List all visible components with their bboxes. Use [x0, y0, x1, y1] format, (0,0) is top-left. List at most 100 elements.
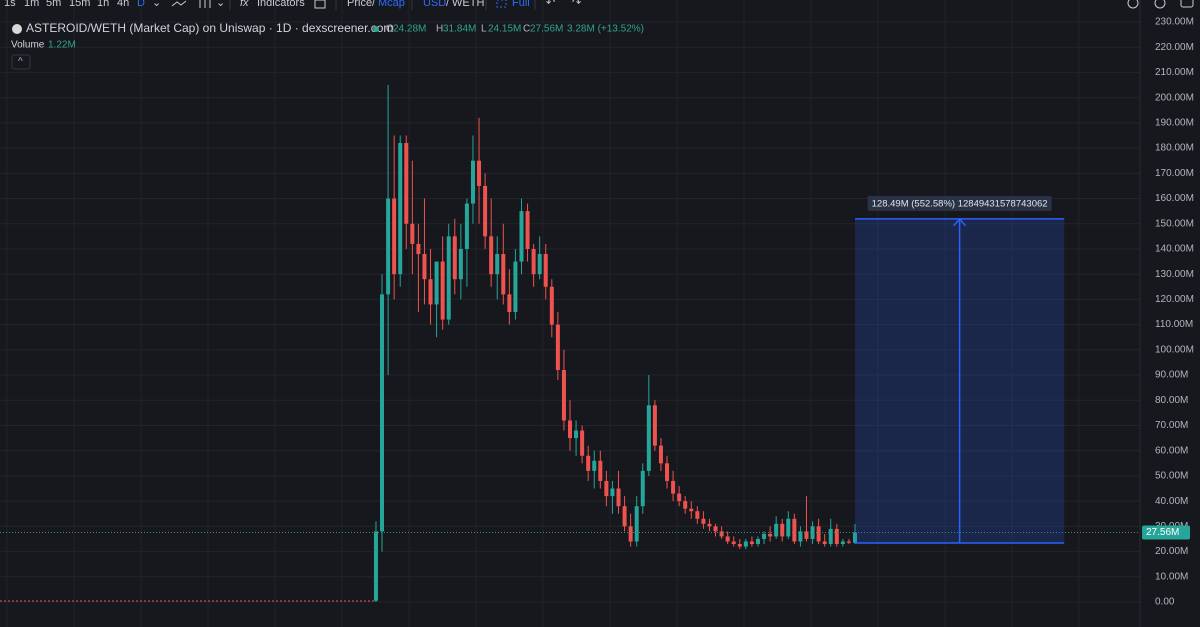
legend: ASTEROID/WETH (Market Cap) on Uniswap · …: [11, 21, 644, 70]
redo-button[interactable]: ↷: [572, 0, 581, 9]
candle-body: [398, 143, 403, 275]
candle-body: [592, 460, 597, 471]
mcap-toggle[interactable]: Mcap: [378, 0, 405, 9]
weth-toggle[interactable]: WETH: [452, 0, 484, 9]
y-tick-label: 180.00M: [1155, 143, 1194, 154]
candle-body: [822, 541, 827, 544]
interval[interactable]: 15m: [69, 0, 90, 9]
candle-body: [774, 523, 779, 537]
usd-toggle[interactable]: USD: [423, 0, 446, 9]
candle-body: [683, 501, 688, 509]
y-tick-label: 100.00M: [1155, 344, 1194, 355]
price-axis: 0.0010.00M20.00M30.00M40.00M50.00M60.00M…: [1142, 17, 1194, 608]
candle-body: [768, 533, 773, 537]
candle-body: [671, 480, 676, 494]
candle-body: [495, 254, 500, 275]
search-icon[interactable]: [1127, 0, 1139, 9]
candle-body: [561, 370, 566, 421]
candle-body: [786, 518, 791, 537]
y-tick-label: 200.00M: [1155, 92, 1194, 103]
y-tick-label: 130.00M: [1155, 269, 1194, 280]
candle-body: [792, 518, 797, 542]
chart-style-icon[interactable]: [199, 0, 211, 8]
full-button[interactable]: Full: [512, 0, 530, 9]
plot-area: [0, 85, 1140, 602]
collapse-button[interactable]: [11, 54, 31, 70]
candle-body: [701, 518, 706, 524]
y-tick-label: 120.00M: [1155, 294, 1194, 305]
interval[interactable]: 1m: [24, 0, 39, 9]
candle-body: [719, 531, 724, 537]
candle-body: [410, 223, 415, 244]
last-price-tag: [1142, 525, 1190, 540]
legend-o-label: O: [386, 24, 394, 35]
indicators-button[interactable]: Indicators: [257, 0, 305, 9]
legend-o: 24.28M: [393, 24, 426, 35]
candle-body: [519, 211, 524, 262]
candle-body: [416, 243, 421, 254]
candle-body: [580, 430, 585, 456]
slash: /: [372, 0, 376, 9]
y-tick-label: 230.00M: [1155, 17, 1194, 28]
legend-l-label: L: [481, 24, 487, 35]
interval[interactable]: 1s: [4, 0, 16, 9]
candle-body: [725, 536, 730, 542]
measure-overlay: 128.49M (552.58%) 12849431578743062: [855, 195, 1065, 544]
candle-body: [737, 544, 742, 547]
undo-button[interactable]: ↶: [546, 0, 555, 9]
candle-body: [501, 254, 506, 295]
y-tick-label: 50.00M: [1155, 471, 1188, 482]
dropdown-icon[interactable]: ⌄: [152, 0, 161, 9]
toolbar: 1s 1m 5m 15m 1h 4h D ⌄ ⌄ fx Indicators P…: [4, 0, 1194, 10]
candle-body: [689, 508, 694, 512]
dropdown-icon[interactable]: ⌄: [216, 0, 225, 9]
candle-body: [574, 430, 579, 439]
candle-body: [731, 541, 736, 544]
legend-change: 3.28M (+13.52%): [567, 24, 644, 35]
candle-body: [780, 523, 785, 537]
candle-body: [483, 185, 488, 237]
settings-icon[interactable]: [1154, 0, 1166, 9]
candle-body: [628, 526, 633, 542]
candle-body: [834, 528, 839, 544]
y-tick-label: 10.00M: [1155, 571, 1188, 582]
candle-body: [598, 460, 603, 481]
candle-body: [537, 254, 542, 275]
candle-body: [616, 488, 621, 507]
y-tick-label: 20.00M: [1155, 546, 1188, 557]
y-tick-label: 150.00M: [1155, 218, 1194, 229]
candle-body: [404, 143, 409, 224]
candle-body: [846, 541, 851, 543]
candle-body: [549, 286, 554, 325]
candle-body: [434, 261, 439, 305]
full-icon[interactable]: [496, 0, 507, 8]
layout-icon[interactable]: [314, 0, 326, 9]
volume-value: 1.22M: [48, 40, 76, 51]
collapse-icon[interactable]: ^: [18, 57, 23, 68]
candle-body: [810, 526, 815, 539]
interval[interactable]: 1h: [97, 0, 109, 9]
candle-body: [828, 528, 833, 544]
measure-arrow-head: [953, 217, 967, 227]
y-tick-label: 160.00M: [1155, 193, 1194, 204]
candle-body: [392, 198, 397, 275]
snapshot-icon[interactable]: [1180, 0, 1194, 8]
interval[interactable]: 4h: [117, 0, 129, 9]
candle-body: [604, 480, 609, 497]
price-toggle[interactable]: Price: [347, 0, 372, 9]
candle-body: [743, 541, 748, 547]
interval-active[interactable]: D: [137, 0, 145, 9]
candle-body: [640, 470, 645, 507]
chart-type-icon[interactable]: [171, 0, 187, 7]
candle-body: [525, 211, 530, 249]
candle-body: [749, 541, 754, 544]
candle-body: [464, 203, 469, 249]
interval[interactable]: 5m: [46, 0, 61, 9]
indicators-icon[interactable]: fx: [240, 0, 249, 9]
candle-body: [440, 261, 445, 320]
candle-body: [470, 160, 475, 204]
y-tick-label: 80.00M: [1155, 395, 1188, 406]
candle-body: [555, 324, 560, 370]
candle-body: [380, 294, 385, 532]
y-tick-label: 90.00M: [1155, 370, 1188, 381]
